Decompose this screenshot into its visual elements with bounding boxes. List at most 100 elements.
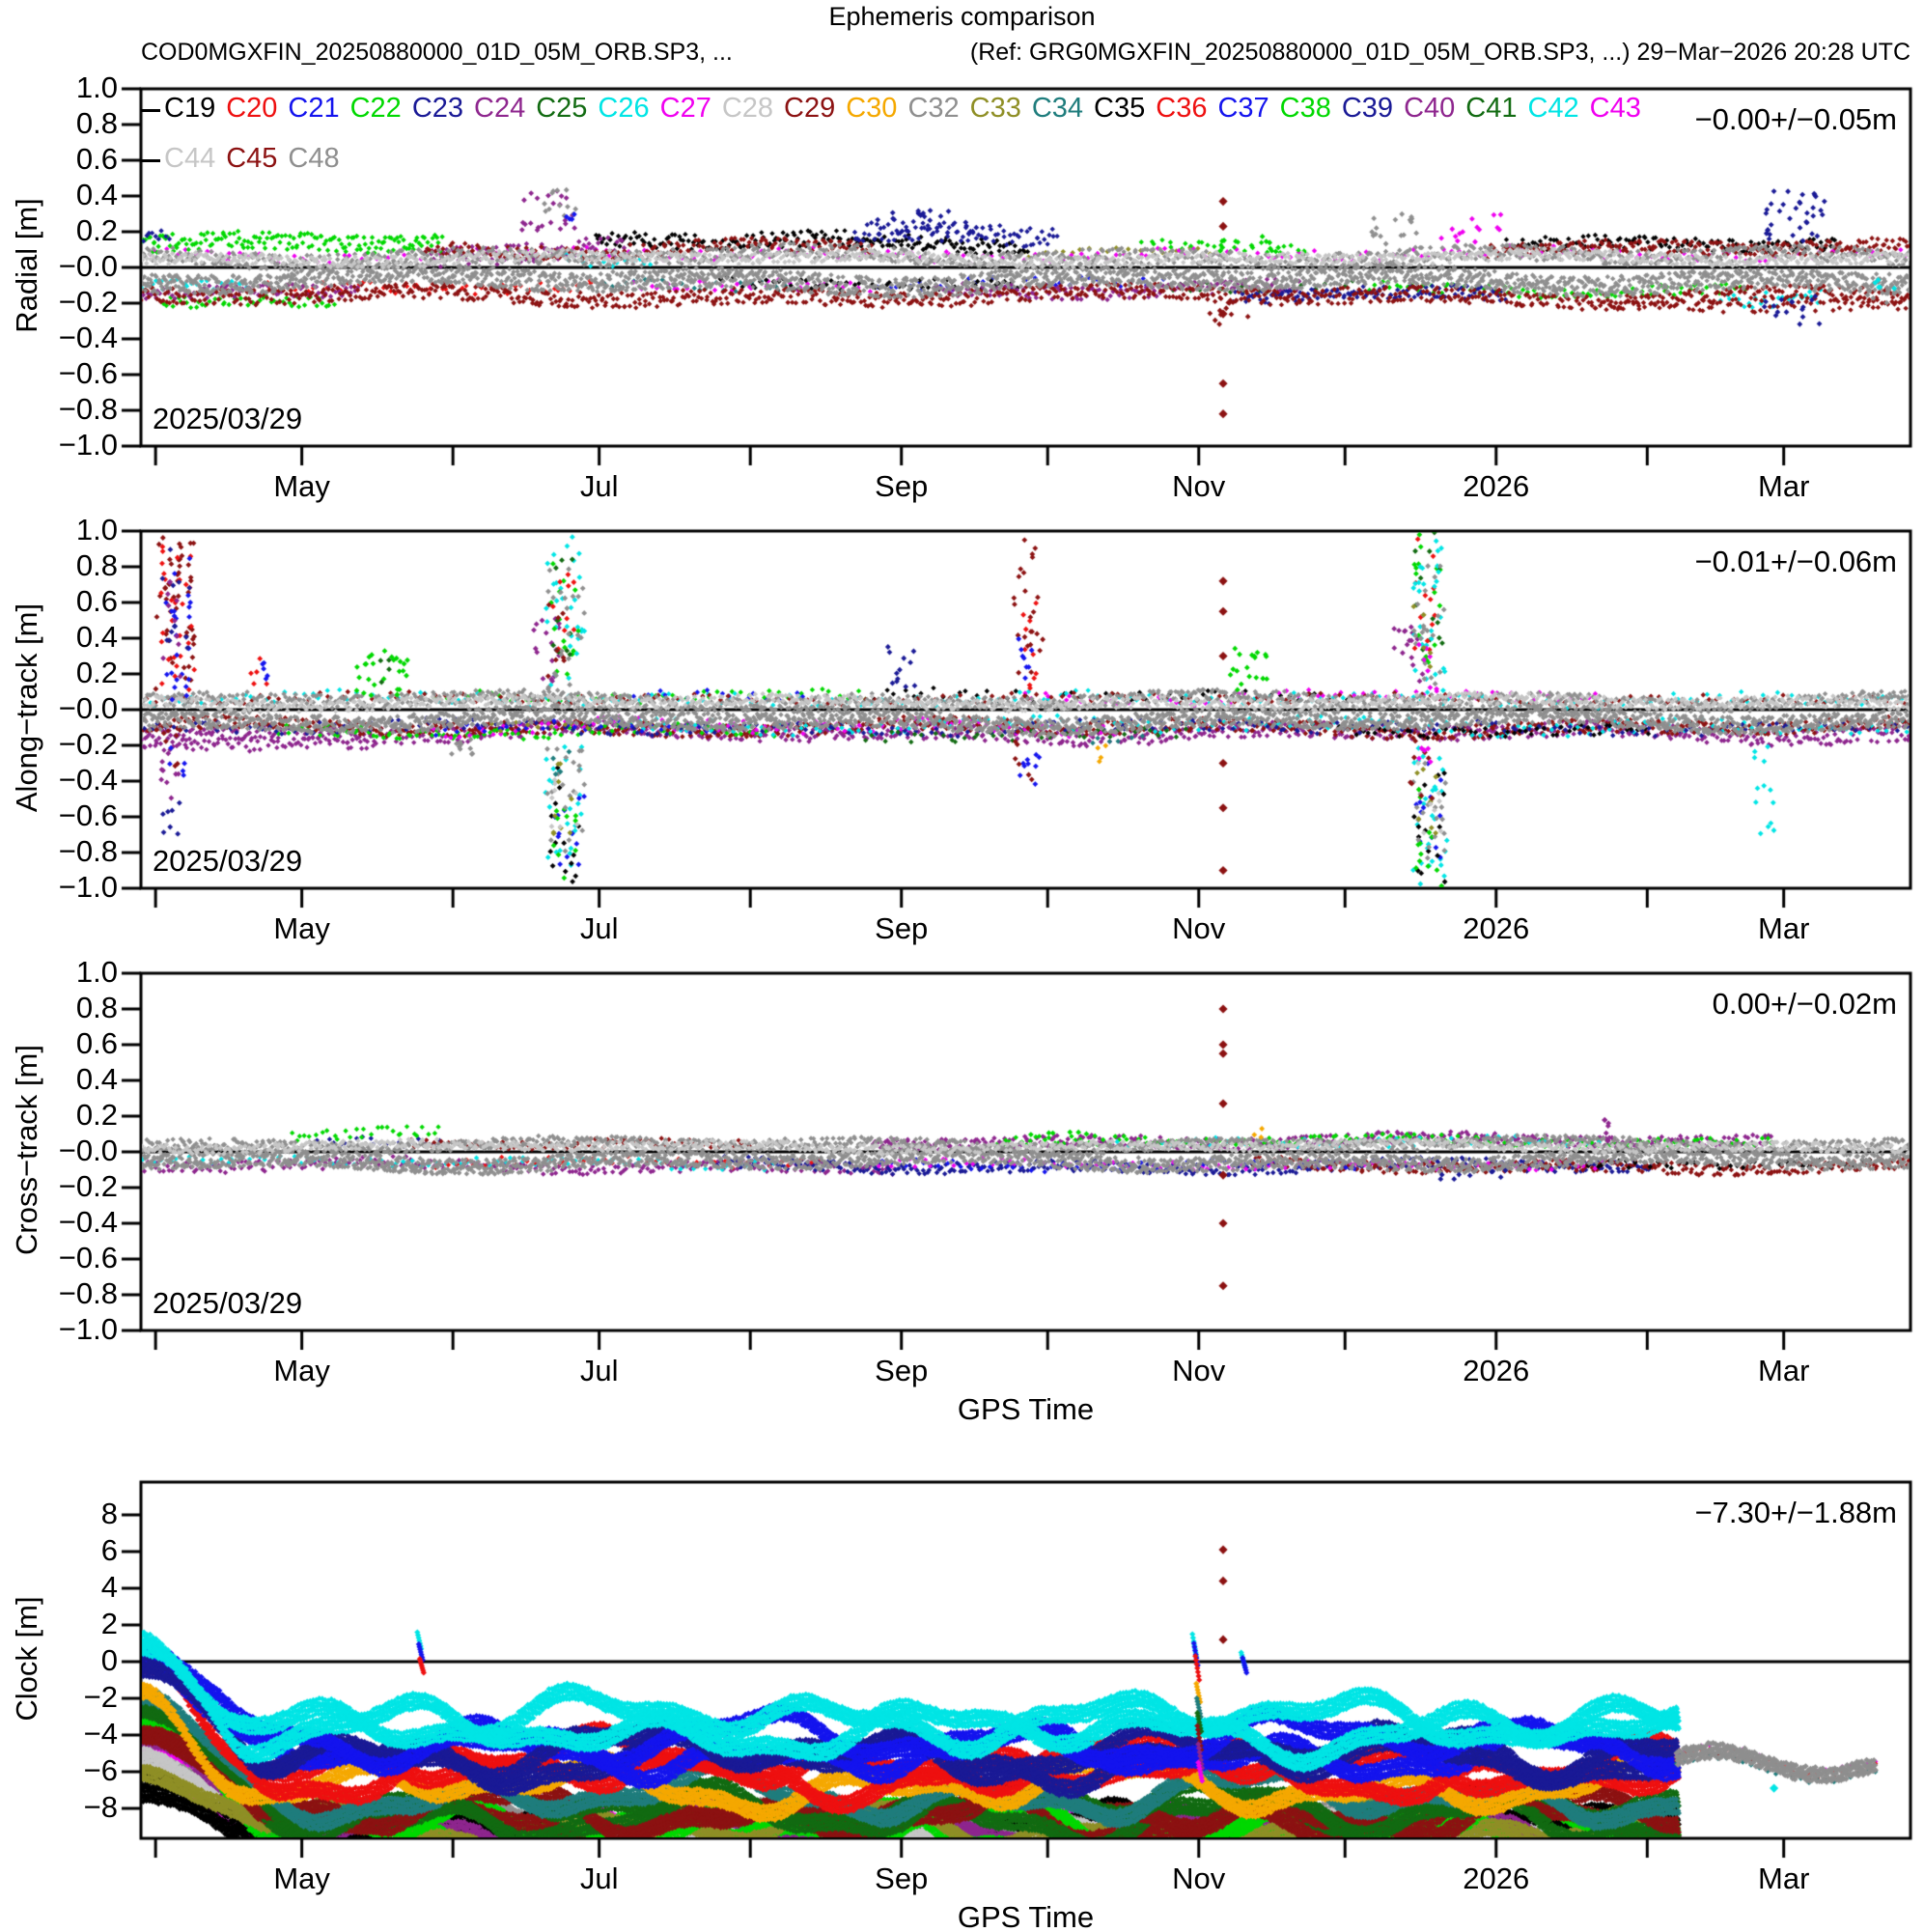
y-tick-label: −0.0 [58, 1134, 118, 1167]
y-tick-label: −0.2 [58, 727, 118, 761]
y-tick-label: −1.0 [58, 428, 118, 462]
x-tick-label: Nov [1172, 1354, 1226, 1387]
legend-item-c40: C40 [1404, 93, 1456, 124]
orbit-file-label: COD0MGXFIN_20250880000_01D_05M_ORB.SP3, … [141, 39, 733, 66]
y-tick-label: −0.8 [58, 834, 118, 868]
legend-item-c44: C44 [164, 143, 216, 174]
x-tick-label: Jul [579, 911, 619, 945]
x-tick-label: Sep [875, 911, 929, 945]
y-tick-label: −0.6 [58, 356, 118, 390]
y-tick-label: 4 [100, 1570, 118, 1604]
x-tick-label: Mar [1758, 1862, 1810, 1895]
x-axis-title-gps-time: GPS Time [957, 1392, 1095, 1426]
y-tick-label: −6 [83, 1753, 118, 1787]
legend-item-c32: C32 [907, 93, 960, 124]
panel-stat-cross: 0.00+/−0.02m [1712, 987, 1897, 1021]
legend-item-c36: C36 [1156, 93, 1208, 124]
x-tick-label: May [273, 911, 330, 945]
y-tick-label: −2 [83, 1680, 118, 1714]
legend-item-c20: C20 [226, 93, 278, 124]
y-tick-label: 0.6 [75, 1026, 118, 1060]
legend-item-c19: C19 [164, 93, 216, 124]
y-tick-label: 0.4 [75, 1062, 118, 1096]
y-tick-label: 0 [100, 1643, 118, 1677]
legend-dash [141, 109, 160, 112]
y-tick-label: 1.0 [75, 955, 118, 989]
legend-item-c43: C43 [1589, 93, 1641, 124]
y-tick-label: −1.0 [58, 1312, 118, 1346]
satellite-legend-row-2: C44 C45 C48 [164, 143, 350, 175]
legend-item-c38: C38 [1279, 93, 1331, 124]
y-tick-label: −0.6 [58, 798, 118, 832]
x-tick-label: Nov [1172, 1862, 1226, 1895]
legend-item-c28: C28 [721, 93, 774, 124]
x-tick-label: 2026 [1463, 469, 1530, 503]
y-tick-label: 0.6 [75, 584, 118, 618]
x-tick-label: May [273, 469, 330, 503]
y-tick-label: −0.0 [58, 691, 118, 725]
legend-item-c27: C27 [659, 93, 711, 124]
legend-item-c48: C48 [288, 143, 340, 174]
x-tick-label: May [273, 1354, 330, 1387]
legend-item-c21: C21 [288, 93, 340, 124]
y-tick-label: −0.8 [58, 1276, 118, 1310]
y-tick-label: 0.4 [75, 178, 118, 211]
x-tick-label: Mar [1758, 469, 1810, 503]
start-date-label: 2025/03/29 [153, 1286, 303, 1320]
x-tick-label: Jul [579, 1862, 619, 1895]
x-tick-label: Mar [1758, 911, 1810, 945]
reference-file-label: (Ref: GRG0MGXFIN_20250880000_01D_05M_ORB… [969, 39, 1910, 66]
y-tick-label: −8 [83, 1790, 118, 1824]
x-tick-label: Nov [1172, 911, 1226, 945]
y-tick-label: 0.8 [75, 548, 118, 582]
legend-item-c22: C22 [349, 93, 402, 124]
y-tick-label: −0.4 [58, 1205, 118, 1239]
legend-item-c45: C45 [226, 143, 278, 174]
legend-dash [141, 159, 160, 162]
y-tick-label: 0.2 [75, 213, 118, 247]
y-tick-label: −0.4 [58, 763, 118, 797]
x-tick-label: 2026 [1463, 1862, 1530, 1895]
legend-item-c30: C30 [846, 93, 898, 124]
x-tick-label: Jul [579, 1354, 619, 1387]
satellite-legend-row-1: C19 C20 C21 C22 C23 C24 C25 C26 C27 C28 C29 C30 C32 C… [164, 93, 1652, 125]
legend-item-c37: C37 [1217, 93, 1269, 124]
panel-stat-radial: −0.00+/−0.05m [1694, 102, 1897, 136]
y-tick-label: 8 [100, 1497, 118, 1530]
legend-item-c29: C29 [784, 93, 836, 124]
legend-item-c25: C25 [536, 93, 588, 124]
start-date-label: 2025/03/29 [153, 844, 303, 878]
y-tick-label: −0.2 [58, 1169, 118, 1203]
x-tick-label: Jul [579, 469, 619, 503]
y-tick-label: −0.8 [58, 392, 118, 426]
y-tick-label: −4 [83, 1717, 118, 1750]
y-tick-label: 1.0 [75, 513, 118, 546]
start-date-label: 2025/03/29 [153, 402, 303, 435]
x-tick-label: Mar [1758, 1354, 1810, 1387]
y-tick-label: 0.4 [75, 620, 118, 654]
y-tick-label: 2 [100, 1607, 118, 1640]
x-tick-label: Sep [875, 469, 929, 503]
legend-item-c26: C26 [598, 93, 650, 124]
panel-stat-along: −0.01+/−0.06m [1694, 545, 1897, 578]
y-tick-label: 0.2 [75, 1098, 118, 1132]
y-tick-label: −0.2 [58, 285, 118, 319]
y-tick-label: 6 [100, 1533, 118, 1567]
panel-stat-clock: −7.30+/−1.88m [1694, 1496, 1897, 1529]
x-tick-label: Nov [1172, 469, 1226, 503]
x-tick-label: 2026 [1463, 911, 1530, 945]
legend-item-c35: C35 [1094, 93, 1146, 124]
y-tick-label: −0.0 [58, 249, 118, 283]
x-axis-title-gps-time: GPS Time [957, 1900, 1095, 1932]
legend-item-c24: C24 [474, 93, 526, 124]
y-tick-label: 1.0 [75, 70, 118, 104]
y-tick-label: 0.8 [75, 106, 118, 140]
legend-item-c33: C33 [969, 93, 1021, 124]
y-tick-label: −0.4 [58, 321, 118, 354]
legend-item-c41: C41 [1465, 93, 1518, 124]
legend-item-c42: C42 [1527, 93, 1579, 124]
chart-title: Ephemeris comparison [828, 2, 1096, 31]
y-tick-label: 0.8 [75, 991, 118, 1024]
x-tick-label: May [273, 1862, 330, 1895]
